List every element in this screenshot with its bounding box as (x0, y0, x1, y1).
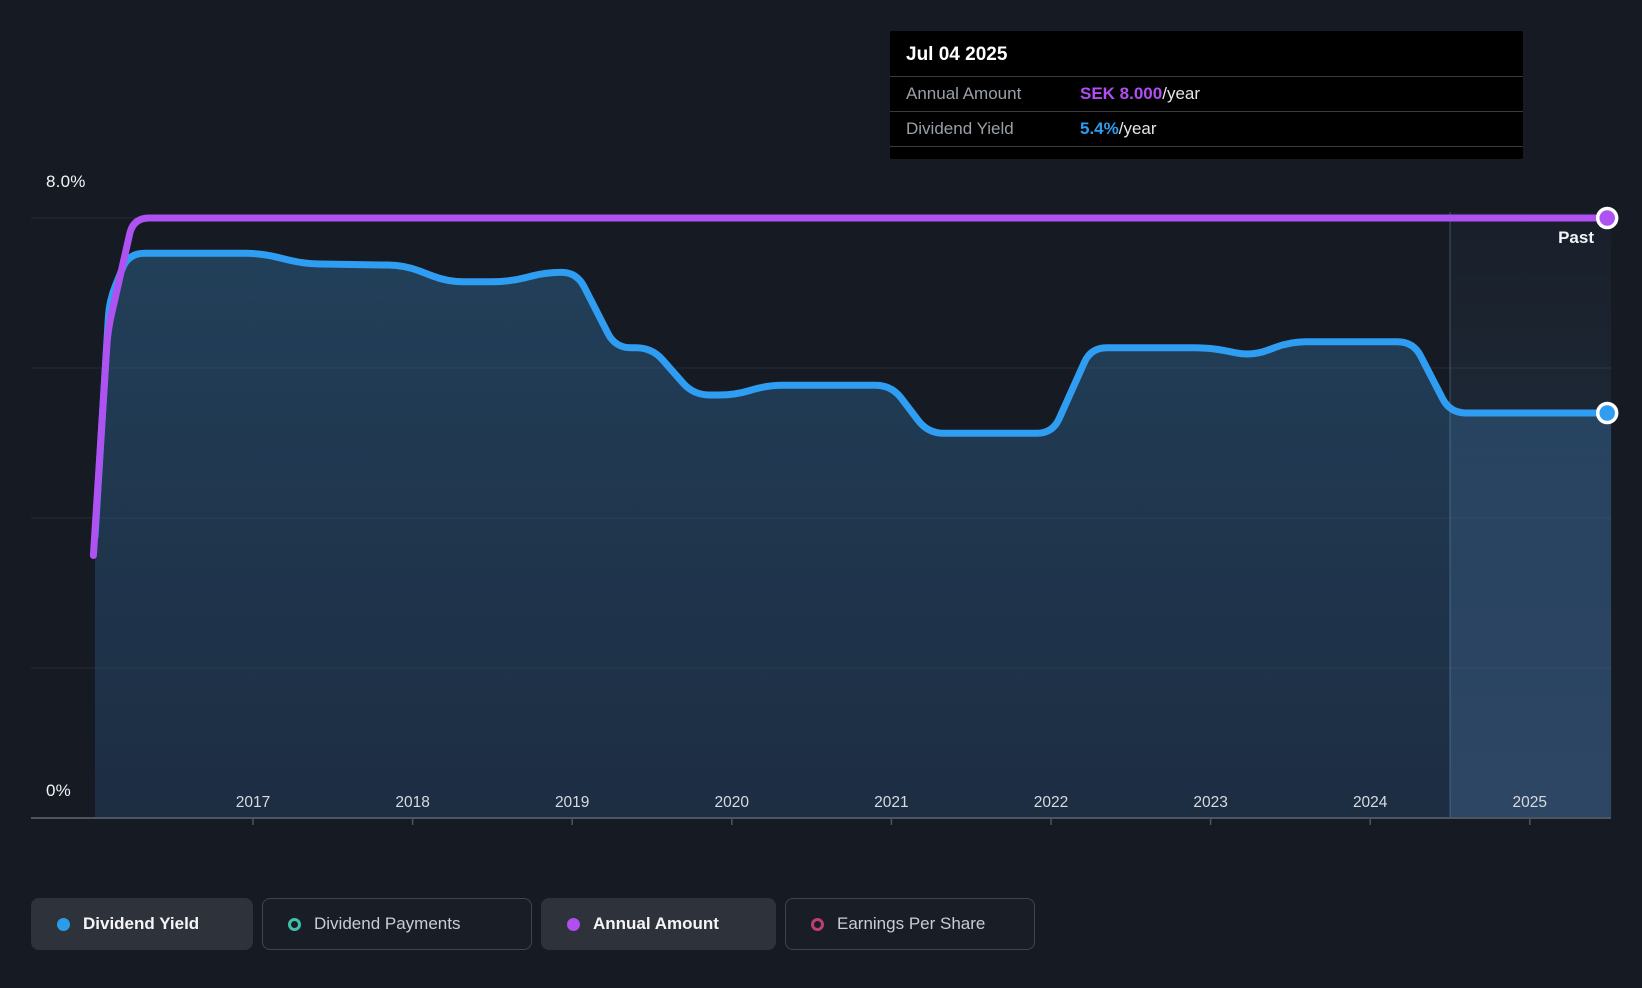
dividend-payments-ring-icon (288, 917, 301, 931)
legend-toggle-dividend-yield[interactable]: Dividend Yield (31, 898, 253, 950)
y-axis-bottom-label: 0% (46, 781, 71, 800)
tooltip-row-value: 5.4% (1080, 119, 1119, 138)
x-tick-label: 2020 (714, 794, 750, 811)
tooltip-row-label: Annual Amount (906, 84, 1022, 103)
legend-toggle-dividend-payments[interactable]: Dividend Payments (262, 898, 532, 950)
legend-label: Dividend Yield (83, 914, 200, 933)
tooltip-row-annual-amount: Annual Amount SEK 8.000 /year (890, 76, 1523, 111)
tooltip-row-dividend-yield: Dividend Yield 5.4% /year (890, 111, 1523, 147)
tooltip-row-suffix: /year (1162, 84, 1201, 103)
legend-label: Annual Amount (593, 914, 719, 933)
legend-toggle-annual-amount[interactable]: Annual Amount (541, 898, 776, 950)
x-tick-label: 2021 (874, 794, 909, 811)
legend-label: Earnings Per Share (837, 914, 986, 933)
dividend-yield-dot-icon (57, 917, 70, 931)
legend-toggle-earnings-per-share[interactable]: Earnings Per Share (785, 898, 1035, 950)
tooltip-date: Jul 04 2025 (906, 44, 1008, 65)
tooltip-row-value: SEK 8.000 (1080, 84, 1163, 103)
earnings-per-share-ring-icon (811, 917, 824, 931)
x-tick-label: 2018 (395, 794, 430, 811)
annual-amount-dot-icon (567, 917, 580, 931)
tooltip-row-label: Dividend Yield (906, 119, 1014, 138)
x-tick-label: 2019 (554, 794, 590, 811)
chart-legend: Dividend Yield Dividend Payments Annual … (31, 898, 1035, 950)
x-tick-label: 2017 (235, 794, 271, 811)
y-axis-top-label: 8.0% (46, 172, 86, 191)
chart-tooltip: Jul 04 2025 Annual Amount SEK 8.000 /yea… (890, 31, 1523, 159)
past-period-label: Past (1558, 228, 1594, 247)
x-tick-label: 2024 (1352, 794, 1388, 811)
x-tick-label: 2025 (1512, 794, 1548, 811)
x-tick-label: 2023 (1193, 794, 1228, 811)
tooltip-row-suffix: /year (1118, 119, 1157, 138)
x-tick-label: 2022 (1033, 794, 1069, 811)
legend-label: Dividend Payments (314, 914, 461, 933)
